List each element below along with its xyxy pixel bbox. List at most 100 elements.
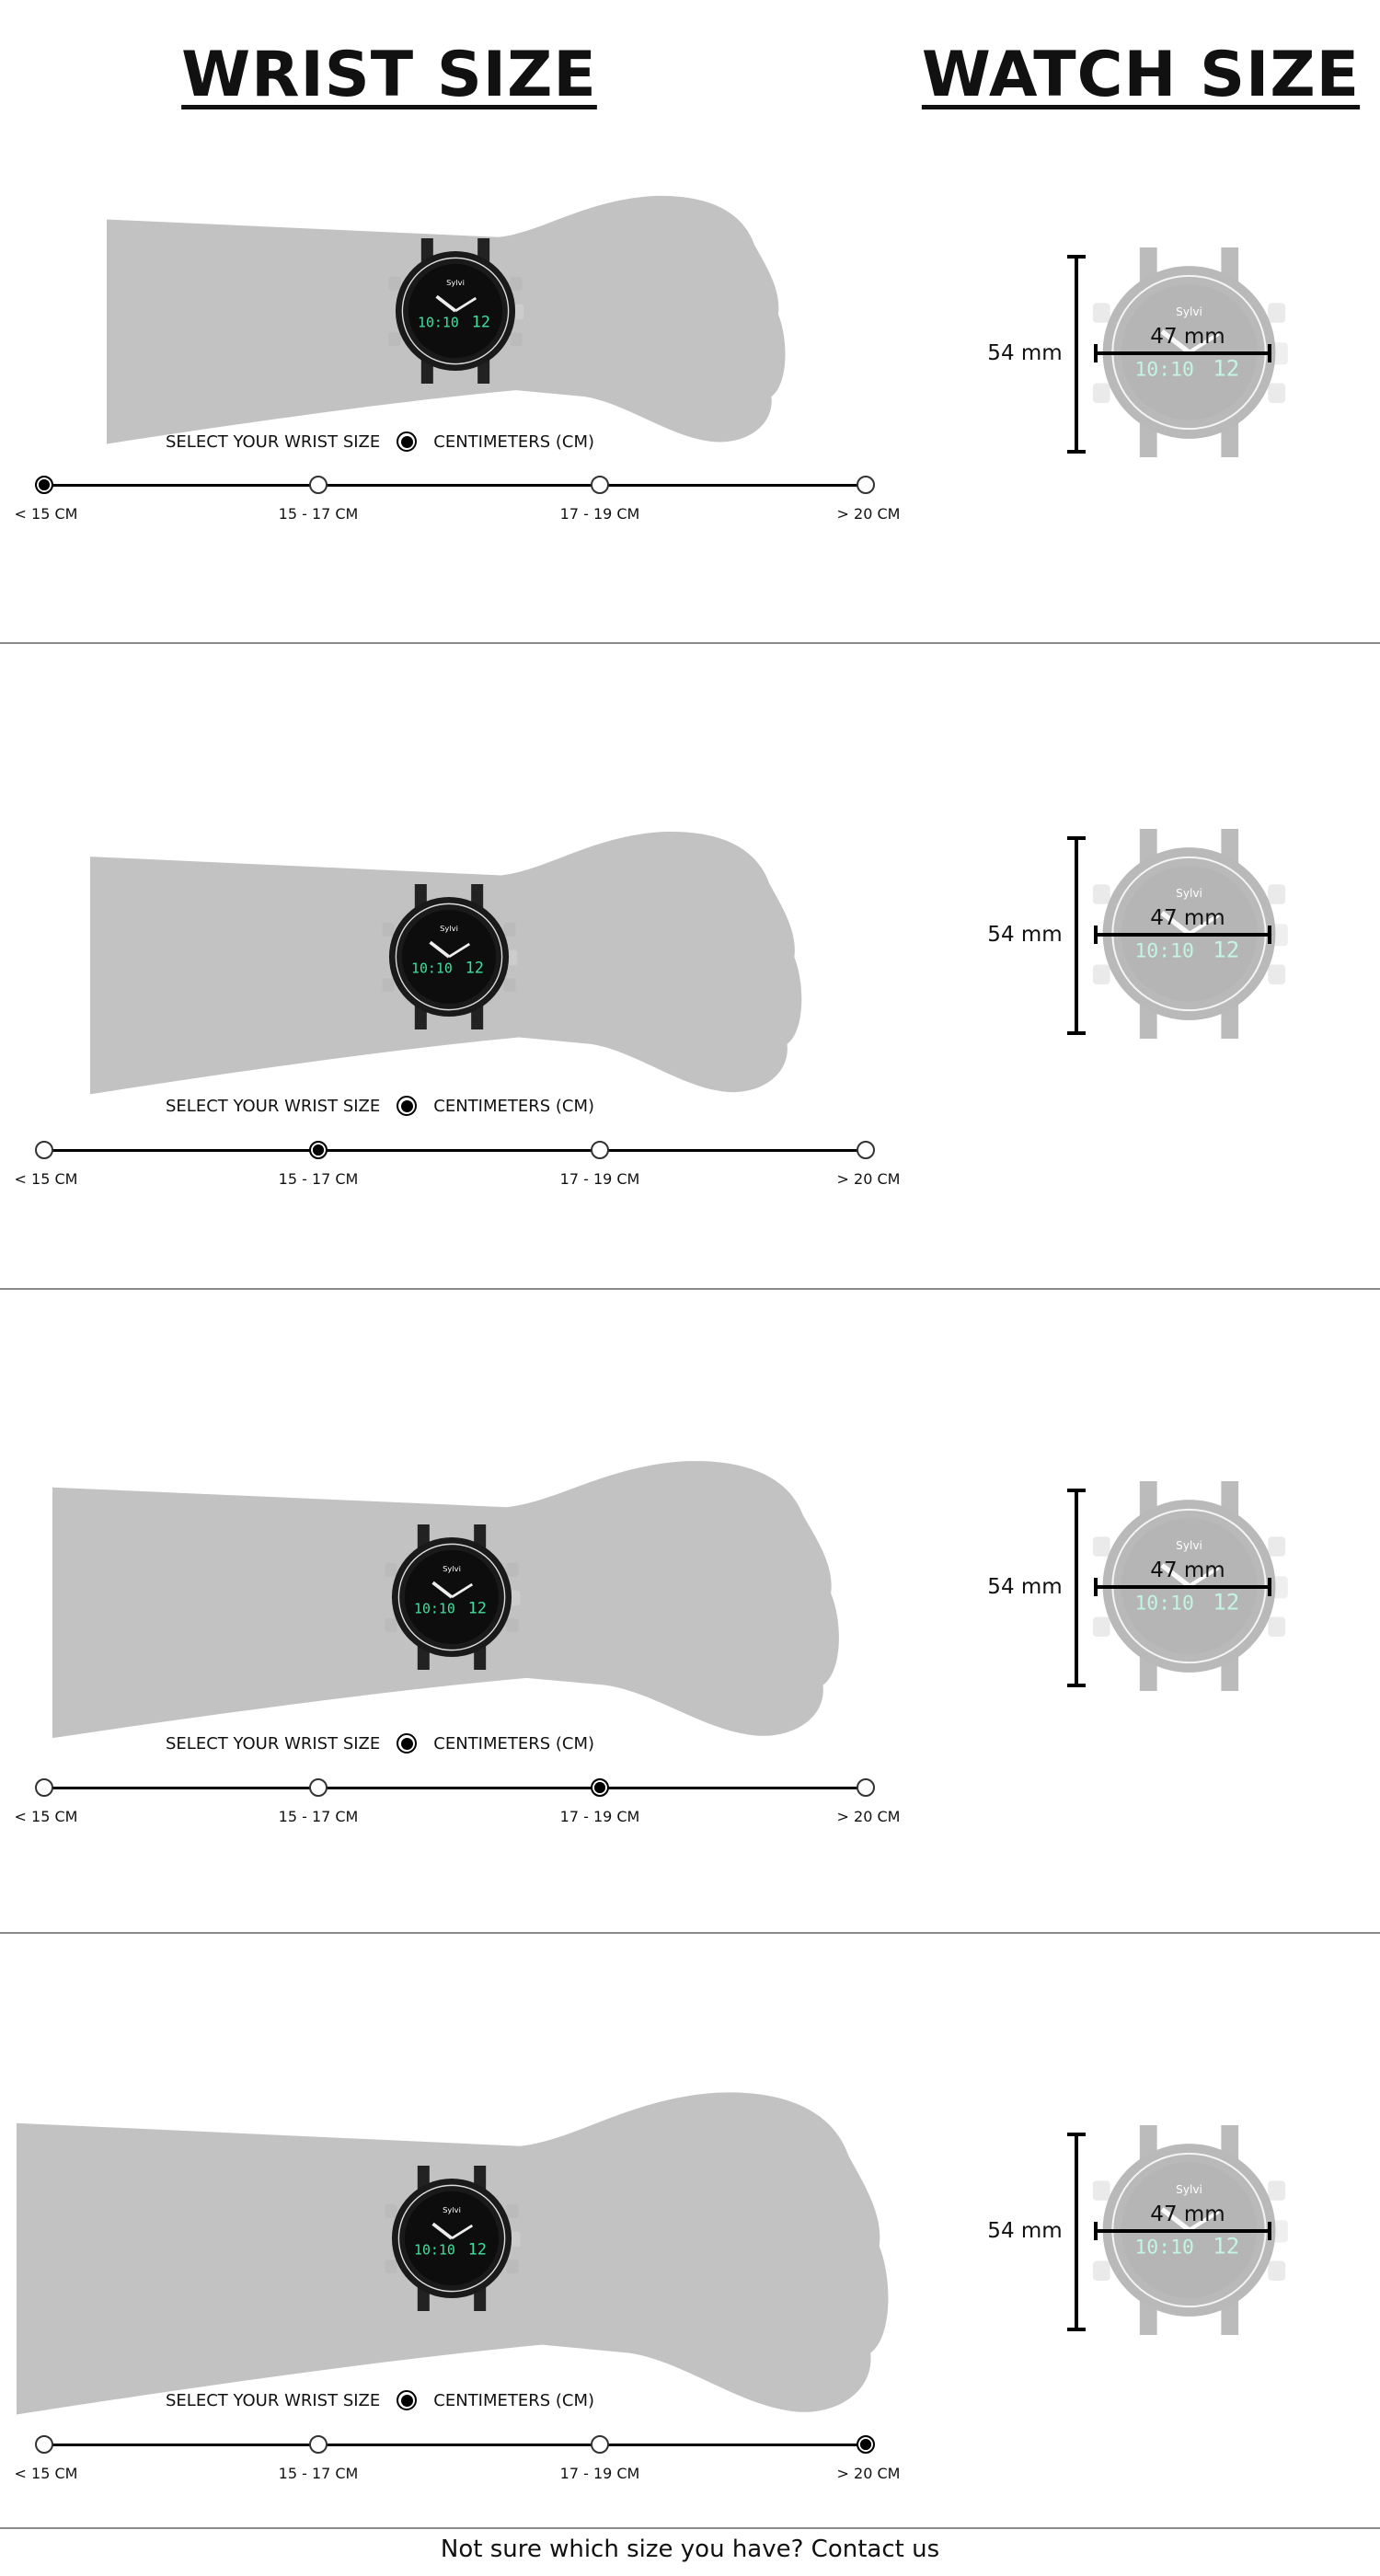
- wrist-size-option-label: > 20 CM: [836, 505, 901, 523]
- unit-label: CENTIMETERS (CM): [433, 2390, 595, 2410]
- watch-on-wrist-image: Sylvi 10:10 12: [383, 2166, 521, 2315]
- height-dimension-line: [1067, 2133, 1086, 2331]
- wrist-size-option-2[interactable]: [591, 1141, 609, 1159]
- height-dimension-line: [1067, 1489, 1086, 1687]
- wrist-size-slider-track[interactable]: [44, 1787, 866, 1789]
- watch-height-value: 54 mm: [987, 923, 1063, 947]
- height-dimension-line: [1067, 255, 1086, 454]
- watch-width-value: 47 mm: [1150, 325, 1225, 349]
- svg-text:10:10: 10:10: [414, 2242, 455, 2259]
- select-label: SELECT YOUR WRIST SIZE: [166, 1733, 381, 1754]
- divider: [0, 642, 1380, 644]
- unit-radio[interactable]: [397, 1096, 418, 1116]
- wrist-size-option-3[interactable]: [857, 2435, 875, 2454]
- svg-text:Sylvi: Sylvi: [1176, 2183, 1202, 2196]
- unit-label: CENTIMETERS (CM): [433, 1096, 595, 1116]
- svg-text:12: 12: [466, 959, 484, 977]
- wrist-size-option-0[interactable]: [35, 1778, 53, 1797]
- watch-height-value: 54 mm: [987, 341, 1063, 365]
- select-label: SELECT YOUR WRIST SIZE: [166, 1096, 381, 1116]
- watch-height-value: 54 mm: [987, 2219, 1063, 2243]
- wrist-size-option-2[interactable]: [591, 1778, 609, 1797]
- svg-text:10:10: 10:10: [414, 1601, 455, 1617]
- wrist-size-slider-track[interactable]: [44, 1149, 866, 1152]
- wrist-size-title: WRIST SIZE: [181, 39, 597, 111]
- watch-width-value: 47 mm: [1150, 1558, 1225, 1582]
- svg-text:10:10: 10:10: [1134, 2236, 1194, 2259]
- svg-text:12: 12: [1213, 937, 1239, 962]
- select-label: SELECT YOUR WRIST SIZE: [166, 2390, 381, 2410]
- wrist-size-option-label: 17 - 19 CM: [559, 1808, 640, 1825]
- divider: [0, 2527, 1380, 2529]
- svg-text:10:10: 10:10: [1134, 939, 1194, 962]
- wrist-size-option-3[interactable]: [857, 1141, 875, 1159]
- height-dimension-line: [1067, 836, 1086, 1035]
- svg-text:12: 12: [1213, 1589, 1239, 1615]
- select-wrist-size-row: SELECT YOUR WRIST SIZE CENTIMETERS (CM): [166, 1096, 594, 1116]
- divider: [0, 1932, 1380, 1934]
- width-dimension-line: [1094, 1578, 1271, 1596]
- wrist-size-option-label: 17 - 19 CM: [559, 505, 640, 523]
- svg-text:Sylvi: Sylvi: [443, 2205, 461, 2214]
- wrist-size-option-1[interactable]: [309, 1141, 328, 1159]
- watch-size-title: WATCH SIZE: [921, 39, 1361, 111]
- wrist-size-option-label: 15 - 17 CM: [278, 1170, 359, 1188]
- svg-text:12: 12: [1213, 355, 1239, 381]
- watch-dimension-image: Sylvi 10:10 12: [1090, 1481, 1288, 1695]
- svg-text:10:10: 10:10: [1134, 358, 1194, 381]
- wrist-size-option-label: 17 - 19 CM: [559, 1170, 640, 1188]
- wrist-size-option-1[interactable]: [309, 2435, 328, 2454]
- watch-on-wrist-image: Sylvi 10:10 12: [386, 238, 524, 387]
- wrist-size-option-1[interactable]: [309, 1778, 328, 1797]
- watch-on-wrist-image: Sylvi 10:10 12: [380, 884, 518, 1033]
- watch-on-wrist-image: Sylvi 10:10 12: [383, 1524, 521, 1673]
- wrist-size-option-label: 15 - 17 CM: [278, 1808, 359, 1825]
- wrist-size-option-0[interactable]: [35, 1141, 53, 1159]
- svg-text:12: 12: [1213, 2233, 1239, 2259]
- wrist-size-slider-track[interactable]: [44, 484, 866, 487]
- unit-radio[interactable]: [397, 2390, 418, 2410]
- watch-height-value: 54 mm: [987, 1575, 1063, 1599]
- select-wrist-size-row: SELECT YOUR WRIST SIZE CENTIMETERS (CM): [166, 1733, 594, 1754]
- svg-text:Sylvi: Sylvi: [446, 278, 465, 287]
- svg-text:Sylvi: Sylvi: [1176, 1539, 1202, 1552]
- wrist-size-option-0[interactable]: [35, 2435, 53, 2454]
- wrist-size-option-label: < 15 CM: [14, 1808, 78, 1825]
- svg-text:10:10: 10:10: [418, 315, 459, 331]
- wrist-size-option-2[interactable]: [591, 476, 609, 494]
- unit-label: CENTIMETERS (CM): [433, 1733, 595, 1754]
- wrist-size-option-label: > 20 CM: [836, 2465, 901, 2482]
- wrist-size-option-label: < 15 CM: [14, 2465, 78, 2482]
- contact-us-link[interactable]: Not sure which size you have? Contact us: [440, 2536, 940, 2563]
- select-wrist-size-row: SELECT YOUR WRIST SIZE CENTIMETERS (CM): [166, 431, 594, 452]
- watch-width-value: 47 mm: [1150, 906, 1225, 930]
- wrist-size-option-3[interactable]: [857, 476, 875, 494]
- svg-text:10:10: 10:10: [411, 960, 453, 977]
- svg-text:12: 12: [468, 1599, 487, 1617]
- wrist-size-option-label: 15 - 17 CM: [278, 2465, 359, 2482]
- svg-text:12: 12: [468, 2240, 487, 2259]
- wrist-size-option-label: > 20 CM: [836, 1170, 901, 1188]
- wrist-size-slider-track[interactable]: [44, 2444, 866, 2446]
- svg-text:10:10: 10:10: [1134, 1592, 1194, 1615]
- svg-text:Sylvi: Sylvi: [1176, 305, 1202, 318]
- width-dimension-line: [1094, 344, 1271, 362]
- wrist-size-option-0[interactable]: [35, 476, 53, 494]
- wrist-size-option-3[interactable]: [857, 1778, 875, 1797]
- svg-text:Sylvi: Sylvi: [1176, 887, 1202, 900]
- select-label: SELECT YOUR WRIST SIZE: [166, 431, 381, 452]
- divider: [0, 1288, 1380, 1290]
- unit-radio[interactable]: [397, 431, 418, 452]
- wrist-size-option-label: < 15 CM: [14, 505, 78, 523]
- wrist-size-option-label: 17 - 19 CM: [559, 2465, 640, 2482]
- select-wrist-size-row: SELECT YOUR WRIST SIZE CENTIMETERS (CM): [166, 2390, 594, 2410]
- svg-text:Sylvi: Sylvi: [440, 924, 458, 933]
- wrist-size-option-label: > 20 CM: [836, 1808, 901, 1825]
- svg-text:12: 12: [472, 313, 490, 331]
- unit-label: CENTIMETERS (CM): [433, 431, 595, 452]
- unit-radio[interactable]: [397, 1733, 418, 1754]
- wrist-size-option-label: < 15 CM: [14, 1170, 78, 1188]
- wrist-size-option-1[interactable]: [309, 476, 328, 494]
- svg-text:Sylvi: Sylvi: [443, 1564, 461, 1573]
- wrist-size-option-2[interactable]: [591, 2435, 609, 2454]
